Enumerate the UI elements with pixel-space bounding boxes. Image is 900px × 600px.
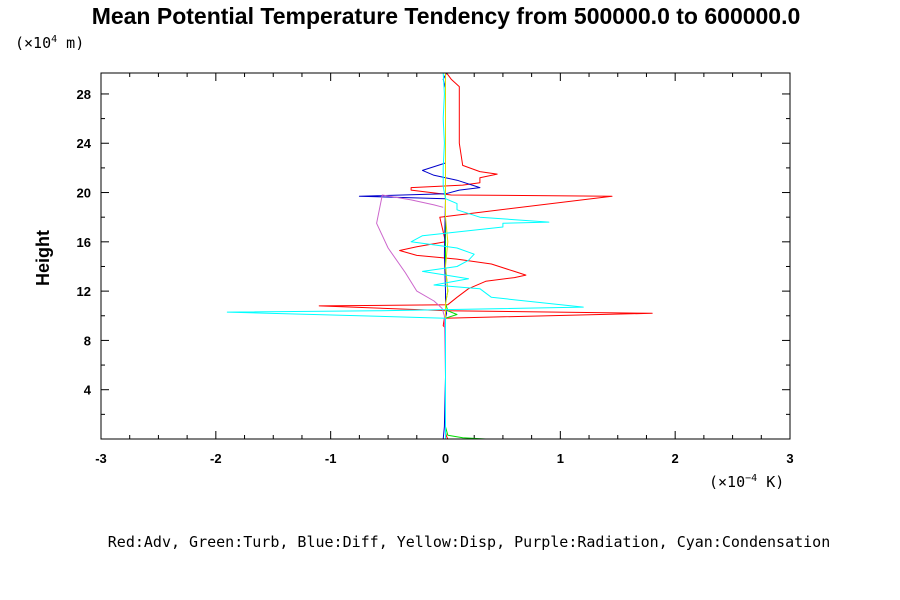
y-tick-label: 16: [77, 235, 91, 250]
y-unit-suffix: m): [57, 34, 84, 52]
x-unit-exp: −4: [745, 473, 757, 484]
series-line-condensation: [226, 72, 584, 439]
x-tick-label: 2: [672, 451, 679, 466]
x-unit-label: (×10−4 K): [709, 473, 784, 491]
series-layer: [226, 72, 653, 440]
y-tick-label: 8: [84, 333, 91, 348]
x-tick-label: 0: [442, 451, 449, 466]
series-line-adv: [318, 72, 653, 440]
y-tick-label: 20: [77, 186, 91, 201]
y-tick-label: 12: [77, 284, 91, 299]
y-unit-label: (×104 m): [15, 34, 84, 52]
y-axis-label: Height: [33, 230, 53, 286]
chart-title: Mean Potential Temperature Tendency from…: [92, 3, 801, 29]
x-tick-label: 3: [786, 451, 793, 466]
y-unit-exp: 4: [51, 34, 57, 45]
x-tick-label: -1: [325, 451, 337, 466]
series-line-turb: [445, 73, 486, 440]
plot-frame: [100, 72, 791, 440]
series-line-radiation: [376, 194, 446, 439]
x-unit-suffix: K): [757, 473, 784, 491]
legend-text: Red:Adv, Green:Turb, Blue:Diff, Yellow:D…: [108, 533, 830, 551]
x-tick-label: -3: [95, 451, 107, 466]
y-tick-label: 24: [77, 136, 92, 151]
x-tick-label: -2: [210, 451, 222, 466]
x-tick-label: 1: [557, 451, 564, 466]
y-tick-label: 28: [77, 87, 91, 102]
y-tick-label: 4: [84, 383, 92, 398]
y-unit-prefix: (×10: [15, 34, 51, 52]
x-unit-prefix: (×10: [709, 473, 745, 491]
